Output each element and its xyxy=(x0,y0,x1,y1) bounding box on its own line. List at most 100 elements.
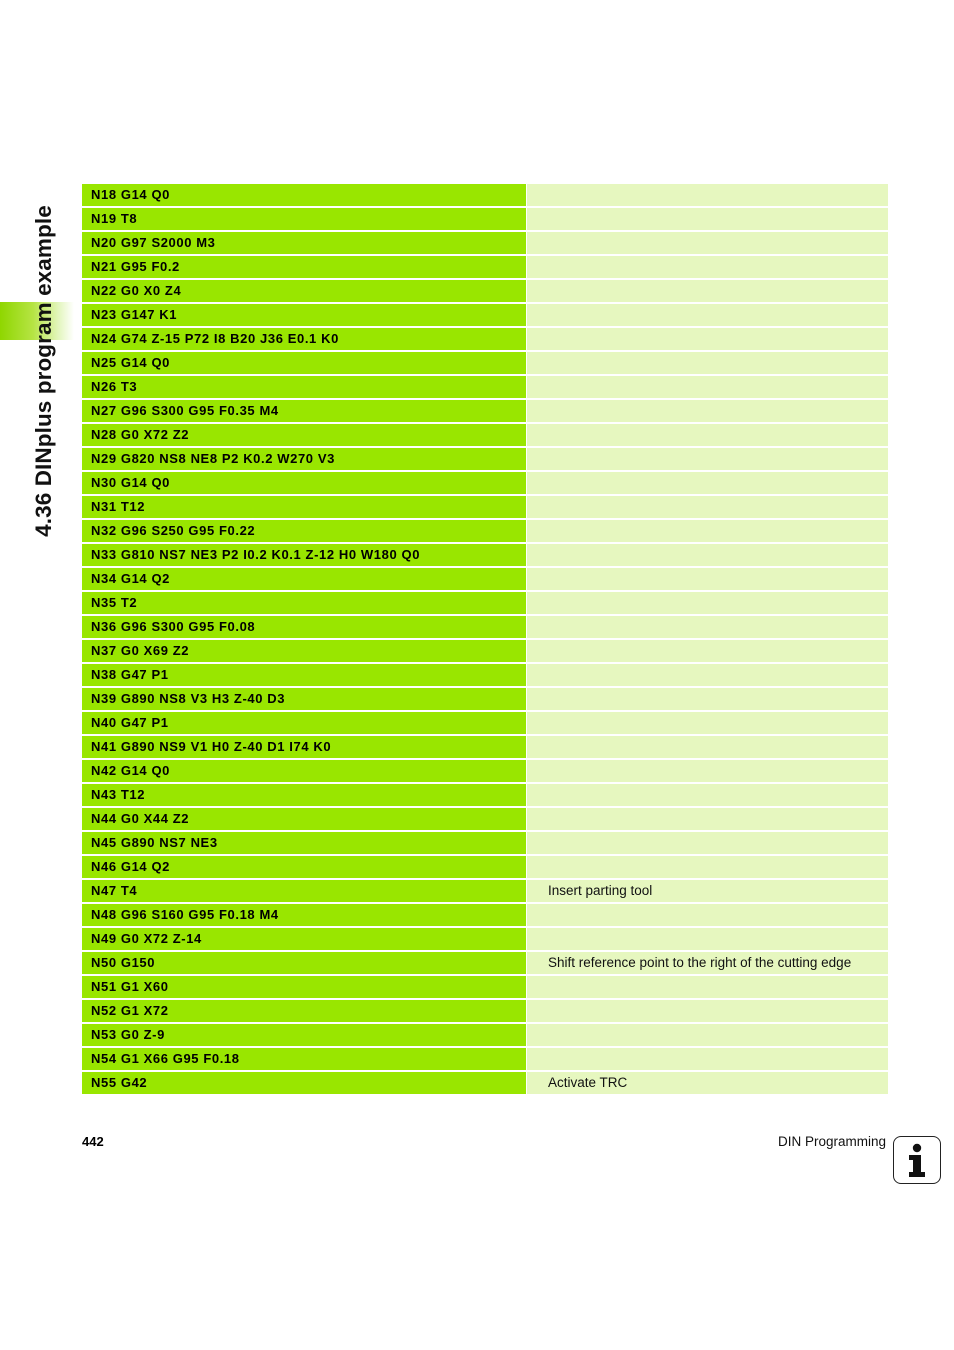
program-comment-cell xyxy=(526,208,888,230)
program-code-cell: N48 G96 S160 G95 F0.18 M4 xyxy=(82,904,526,926)
program-comment-cell xyxy=(526,736,888,758)
program-code-cell: N46 G14 Q2 xyxy=(82,856,526,878)
table-row: N41 G890 NS9 V1 H0 Z-40 D1 I74 K0 xyxy=(82,736,888,760)
info-icon xyxy=(893,1136,941,1184)
program-code-cell: N35 T2 xyxy=(82,592,526,614)
table-row: N25 G14 Q0 xyxy=(82,352,888,376)
program-comment-cell xyxy=(526,712,888,734)
table-row: N30 G14 Q0 xyxy=(82,472,888,496)
program-code-cell: N25 G14 Q0 xyxy=(82,352,526,374)
program-comment-cell xyxy=(526,280,888,302)
program-code-cell: N18 G14 Q0 xyxy=(82,184,526,206)
program-comment-cell xyxy=(526,1048,888,1070)
table-row: N27 G96 S300 G95 F0.35 M4 xyxy=(82,400,888,424)
program-comment-cell xyxy=(526,640,888,662)
program-code-cell: N28 G0 X72 Z2 xyxy=(82,424,526,446)
table-row: N24 G74 Z-15 P72 I8 B20 J36 E0.1 K0 xyxy=(82,328,888,352)
program-comment-cell xyxy=(526,976,888,998)
program-comment-cell xyxy=(526,568,888,590)
program-comment-cell xyxy=(526,328,888,350)
side-tab-marker xyxy=(0,302,74,340)
program-table: N18 G14 Q0 N19 T8 N20 G97 S2000 M3 N21 G… xyxy=(82,184,888,1096)
table-row: N37 G0 X69 Z2 xyxy=(82,640,888,664)
program-code-cell: N39 G890 NS8 V3 H3 Z-40 D3 xyxy=(82,688,526,710)
program-code-cell: N24 G74 Z-15 P72 I8 B20 J36 E0.1 K0 xyxy=(82,328,526,350)
program-comment-cell xyxy=(526,256,888,278)
program-code-cell: N21 G95 F0.2 xyxy=(82,256,526,278)
program-comment-cell xyxy=(526,304,888,326)
program-comment-cell xyxy=(526,544,888,566)
program-comment-cell: Shift reference point to the right of th… xyxy=(526,952,888,974)
program-code-cell: N44 G0 X44 Z2 xyxy=(82,808,526,830)
program-comment-cell xyxy=(526,232,888,254)
table-row: N39 G890 NS8 V3 H3 Z-40 D3 xyxy=(82,688,888,712)
program-code-cell: N43 T12 xyxy=(82,784,526,806)
program-comment-cell xyxy=(526,688,888,710)
program-comment-cell xyxy=(526,856,888,878)
table-row: N44 G0 X44 Z2 xyxy=(82,808,888,832)
program-comment-cell xyxy=(526,904,888,926)
table-row: N19 T8 xyxy=(82,208,888,232)
footer-title: DIN Programming xyxy=(777,1134,886,1149)
table-row: N22 G0 X0 Z4 xyxy=(82,280,888,304)
program-code-cell: N54 G1 X66 G95 F0.18 xyxy=(82,1048,526,1070)
program-code-cell: N30 G14 Q0 xyxy=(82,472,526,494)
table-row: N52 G1 X72 xyxy=(82,1000,888,1024)
program-code-cell: N53 G0 Z-9 xyxy=(82,1024,526,1046)
program-code-cell: N37 G0 X69 Z2 xyxy=(82,640,526,662)
table-row: N21 G95 F0.2 xyxy=(82,256,888,280)
program-code-cell: N42 G14 Q0 xyxy=(82,760,526,782)
program-comment-cell xyxy=(526,784,888,806)
program-code-cell: N33 G810 NS7 NE3 P2 I0.2 K0.1 Z-12 H0 W1… xyxy=(82,544,526,566)
program-comment-cell: Insert parting tool xyxy=(526,880,888,902)
table-row: N31 T12 xyxy=(82,496,888,520)
table-row: N38 G47 P1 xyxy=(82,664,888,688)
program-code-cell: N29 G820 NS8 NE8 P2 K0.2 W270 V3 xyxy=(82,448,526,470)
table-row: N26 T3 xyxy=(82,376,888,400)
program-comment-cell xyxy=(526,1024,888,1046)
table-row: N32 G96 S250 G95 F0.22 xyxy=(82,520,888,544)
table-row: N34 G14 Q2 xyxy=(82,568,888,592)
program-code-cell: N31 T12 xyxy=(82,496,526,518)
table-row: N48 G96 S160 G95 F0.18 M4 xyxy=(82,904,888,928)
program-code-cell: N23 G147 K1 xyxy=(82,304,526,326)
program-comment-cell xyxy=(526,928,888,950)
program-comment-cell xyxy=(526,1000,888,1022)
program-comment-cell xyxy=(526,520,888,542)
program-code-cell: N50 G150 xyxy=(82,952,526,974)
table-row: N51 G1 X60 xyxy=(82,976,888,1000)
program-comment-cell xyxy=(526,376,888,398)
program-comment-cell xyxy=(526,472,888,494)
program-code-cell: N41 G890 NS9 V1 H0 Z-40 D1 I74 K0 xyxy=(82,736,526,758)
table-row: N23 G147 K1 xyxy=(82,304,888,328)
program-comment-cell xyxy=(526,760,888,782)
table-row: N35 T2 xyxy=(82,592,888,616)
program-comment-cell: Activate TRC xyxy=(526,1072,888,1094)
program-code-cell: N55 G42 xyxy=(82,1072,526,1094)
program-comment-cell xyxy=(526,448,888,470)
table-row: N20 G97 S2000 M3 xyxy=(82,232,888,256)
table-row: N49 G0 X72 Z-14 xyxy=(82,928,888,952)
program-code-cell: N26 T3 xyxy=(82,376,526,398)
program-code-cell: N36 G96 S300 G95 F0.08 xyxy=(82,616,526,638)
program-code-cell: N19 T8 xyxy=(82,208,526,230)
program-comment-cell xyxy=(526,184,888,206)
table-row: N28 G0 X72 Z2 xyxy=(82,424,888,448)
program-code-cell: N49 G0 X72 Z-14 xyxy=(82,928,526,950)
program-comment-cell xyxy=(526,424,888,446)
chapter-side-title: 4.36 DINplus program example xyxy=(31,205,56,537)
program-comment-cell xyxy=(526,664,888,686)
program-comment-cell xyxy=(526,832,888,854)
program-code-cell: N20 G97 S2000 M3 xyxy=(82,232,526,254)
program-comment-cell xyxy=(526,616,888,638)
program-code-cell: N51 G1 X60 xyxy=(82,976,526,998)
program-code-cell: N47 T4 xyxy=(82,880,526,902)
table-row: N36 G96 S300 G95 F0.08 xyxy=(82,616,888,640)
program-code-cell: N27 G96 S300 G95 F0.35 M4 xyxy=(82,400,526,422)
page-number: 442 xyxy=(82,1134,104,1149)
table-row: N43 T12 xyxy=(82,784,888,808)
table-row: N40 G47 P1 xyxy=(82,712,888,736)
table-row: N33 G810 NS7 NE3 P2 I0.2 K0.1 Z-12 H0 W1… xyxy=(82,544,888,568)
table-row: N46 G14 Q2 xyxy=(82,856,888,880)
table-row: N29 G820 NS8 NE8 P2 K0.2 W270 V3 xyxy=(82,448,888,472)
